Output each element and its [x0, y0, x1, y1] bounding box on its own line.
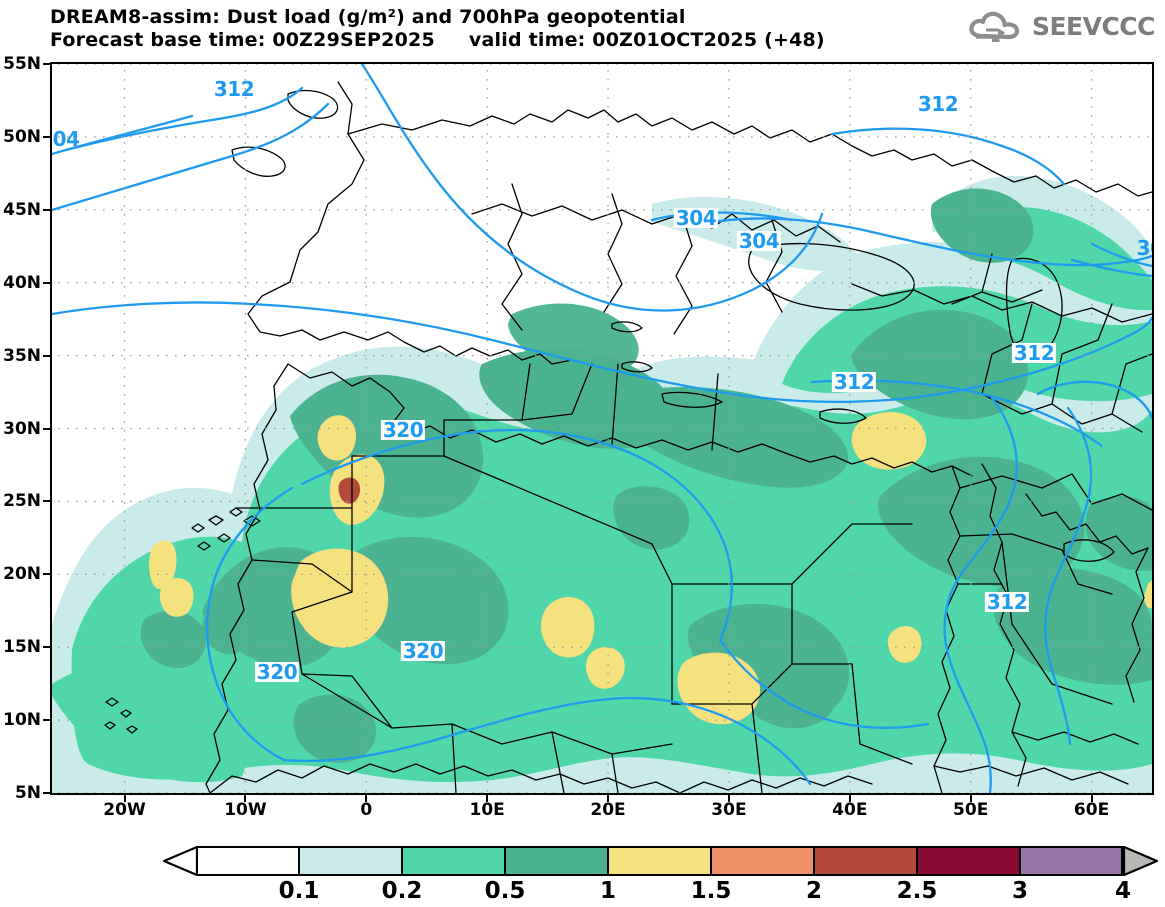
- x-axis-label: 20E: [590, 800, 626, 820]
- x-axis-tick: [365, 795, 368, 802]
- colorbar-tick-label: 3: [1011, 878, 1029, 904]
- contour-label: 30: [1136, 236, 1152, 260]
- colorbar-tick-label: 0.5: [484, 878, 526, 904]
- y-axis-tick: [43, 63, 50, 65]
- y-axis-tick: [43, 354, 50, 357]
- y-axis-label: 20N: [3, 564, 41, 585]
- contour-label: 312: [831, 370, 877, 394]
- contour-label: 312: [213, 77, 255, 101]
- colorbar-swatch[interactable]: [917, 846, 1020, 876]
- y-axis-label: 45N: [3, 199, 41, 220]
- colorbar-tick-label: 0.2: [381, 878, 423, 904]
- x-axis-label: 30E: [711, 800, 747, 820]
- colorbar-right-arrow: [1123, 846, 1158, 876]
- y-axis-tick: [43, 281, 50, 284]
- y-axis-tick: [43, 208, 50, 211]
- x-axis-tick: [123, 795, 126, 802]
- x-axis-label: 50E: [953, 800, 989, 820]
- colorbar-tick-label: 2: [805, 878, 823, 904]
- x-axis-label: 10E: [469, 800, 505, 820]
- y-axis-label: 25N: [3, 491, 41, 512]
- seevccc-logo: SEEVCCC: [968, 10, 1156, 42]
- y-axis-tick: [43, 792, 50, 794]
- colorbar-tick-label: 0.1: [278, 878, 320, 904]
- contour-label: 320: [380, 418, 426, 442]
- colorbar-swatch[interactable]: [814, 846, 917, 876]
- y-axis-tick: [43, 135, 50, 138]
- contour-label: 320: [254, 660, 300, 684]
- contour-label: 304: [736, 229, 782, 253]
- y-axis-label: 10N: [3, 710, 41, 731]
- x-axis-tick: [969, 795, 972, 802]
- colorbar-tick-label: 1: [599, 878, 617, 904]
- colorbar-swatch[interactable]: [402, 846, 505, 876]
- contour-label: 312: [1011, 341, 1057, 365]
- x-axis-tick: [244, 795, 247, 802]
- colorbar-tick-label: 1.5: [690, 878, 732, 904]
- coastlines-layer: [104, 81, 1152, 793]
- y-axis-tick: [43, 573, 50, 576]
- x-axis-label: 40E: [832, 800, 868, 820]
- y-axis-label: 40N: [3, 272, 41, 293]
- logo-text: SEEVCCC: [1031, 11, 1156, 41]
- y-axis-label: 35N: [3, 345, 41, 366]
- x-axis-label: 20W: [103, 800, 146, 820]
- y-axis-tick: [43, 427, 50, 430]
- x-axis-tick: [727, 795, 730, 802]
- y-axis-label: 55N: [3, 54, 41, 74]
- x-axis-tick: [1090, 795, 1093, 802]
- colorbar-swatch[interactable]: [299, 846, 402, 876]
- x-axis-tick: [607, 795, 610, 802]
- colorbar-swatch[interactable]: [1020, 846, 1123, 876]
- dust-band-2.0: [338, 477, 361, 504]
- page-title: DREAM8-assim: Dust load (g/m²) and 700hP…: [50, 6, 686, 28]
- y-axis-tick: [43, 500, 50, 503]
- cloud-icon: [969, 11, 1020, 42]
- y-axis-tick: [43, 719, 50, 722]
- contour-label: 320: [400, 639, 446, 663]
- x-axis-tick: [486, 795, 489, 802]
- colorbar-swatches[interactable]: [196, 846, 1123, 876]
- y-axis-label: 50N: [3, 126, 41, 147]
- contour-label: 312: [984, 590, 1030, 614]
- map-canvas: [52, 64, 1152, 793]
- grid-dots: [58, 64, 1149, 793]
- colorbar-tick-label: 2.5: [896, 878, 938, 904]
- y-axis-label: 15N: [3, 637, 41, 658]
- x-axis-label: 0: [360, 800, 373, 820]
- colorbar[interactable]: 0.1 0.2 0.5 1 1.5 2 2.5 3 4: [163, 846, 1163, 904]
- map-plot-area[interactable]: 04 312 312 304 304 30 312 312 320 320 320 312: [50, 62, 1154, 795]
- colorbar-left-arrow: [163, 846, 198, 876]
- colorbar-swatch[interactable]: [711, 846, 814, 876]
- geopotential-contours: [52, 64, 1152, 793]
- colorbar-swatch[interactable]: [505, 846, 608, 876]
- x-axis-label: 60E: [1073, 800, 1110, 820]
- x-axis-label: 10W: [224, 800, 267, 820]
- colorbar-tick-label: 4: [1114, 878, 1132, 904]
- y-axis-tick: [43, 646, 50, 649]
- colorbar-swatch[interactable]: [608, 846, 711, 876]
- chart-title-block: DREAM8-assim: Dust load (g/m²) and 700hP…: [50, 6, 1010, 52]
- chart-subtitle: Forecast base time: 00Z29SEP2025 valid t…: [50, 29, 825, 51]
- contour-label: 04: [52, 127, 80, 151]
- x-axis-tick: [848, 795, 851, 802]
- colorbar-swatch[interactable]: [196, 846, 299, 876]
- y-axis-label: 30N: [3, 418, 41, 439]
- contour-label: 312: [915, 92, 961, 116]
- y-axis-label: 5N: [14, 783, 41, 803]
- contour-label: 304: [673, 206, 719, 230]
